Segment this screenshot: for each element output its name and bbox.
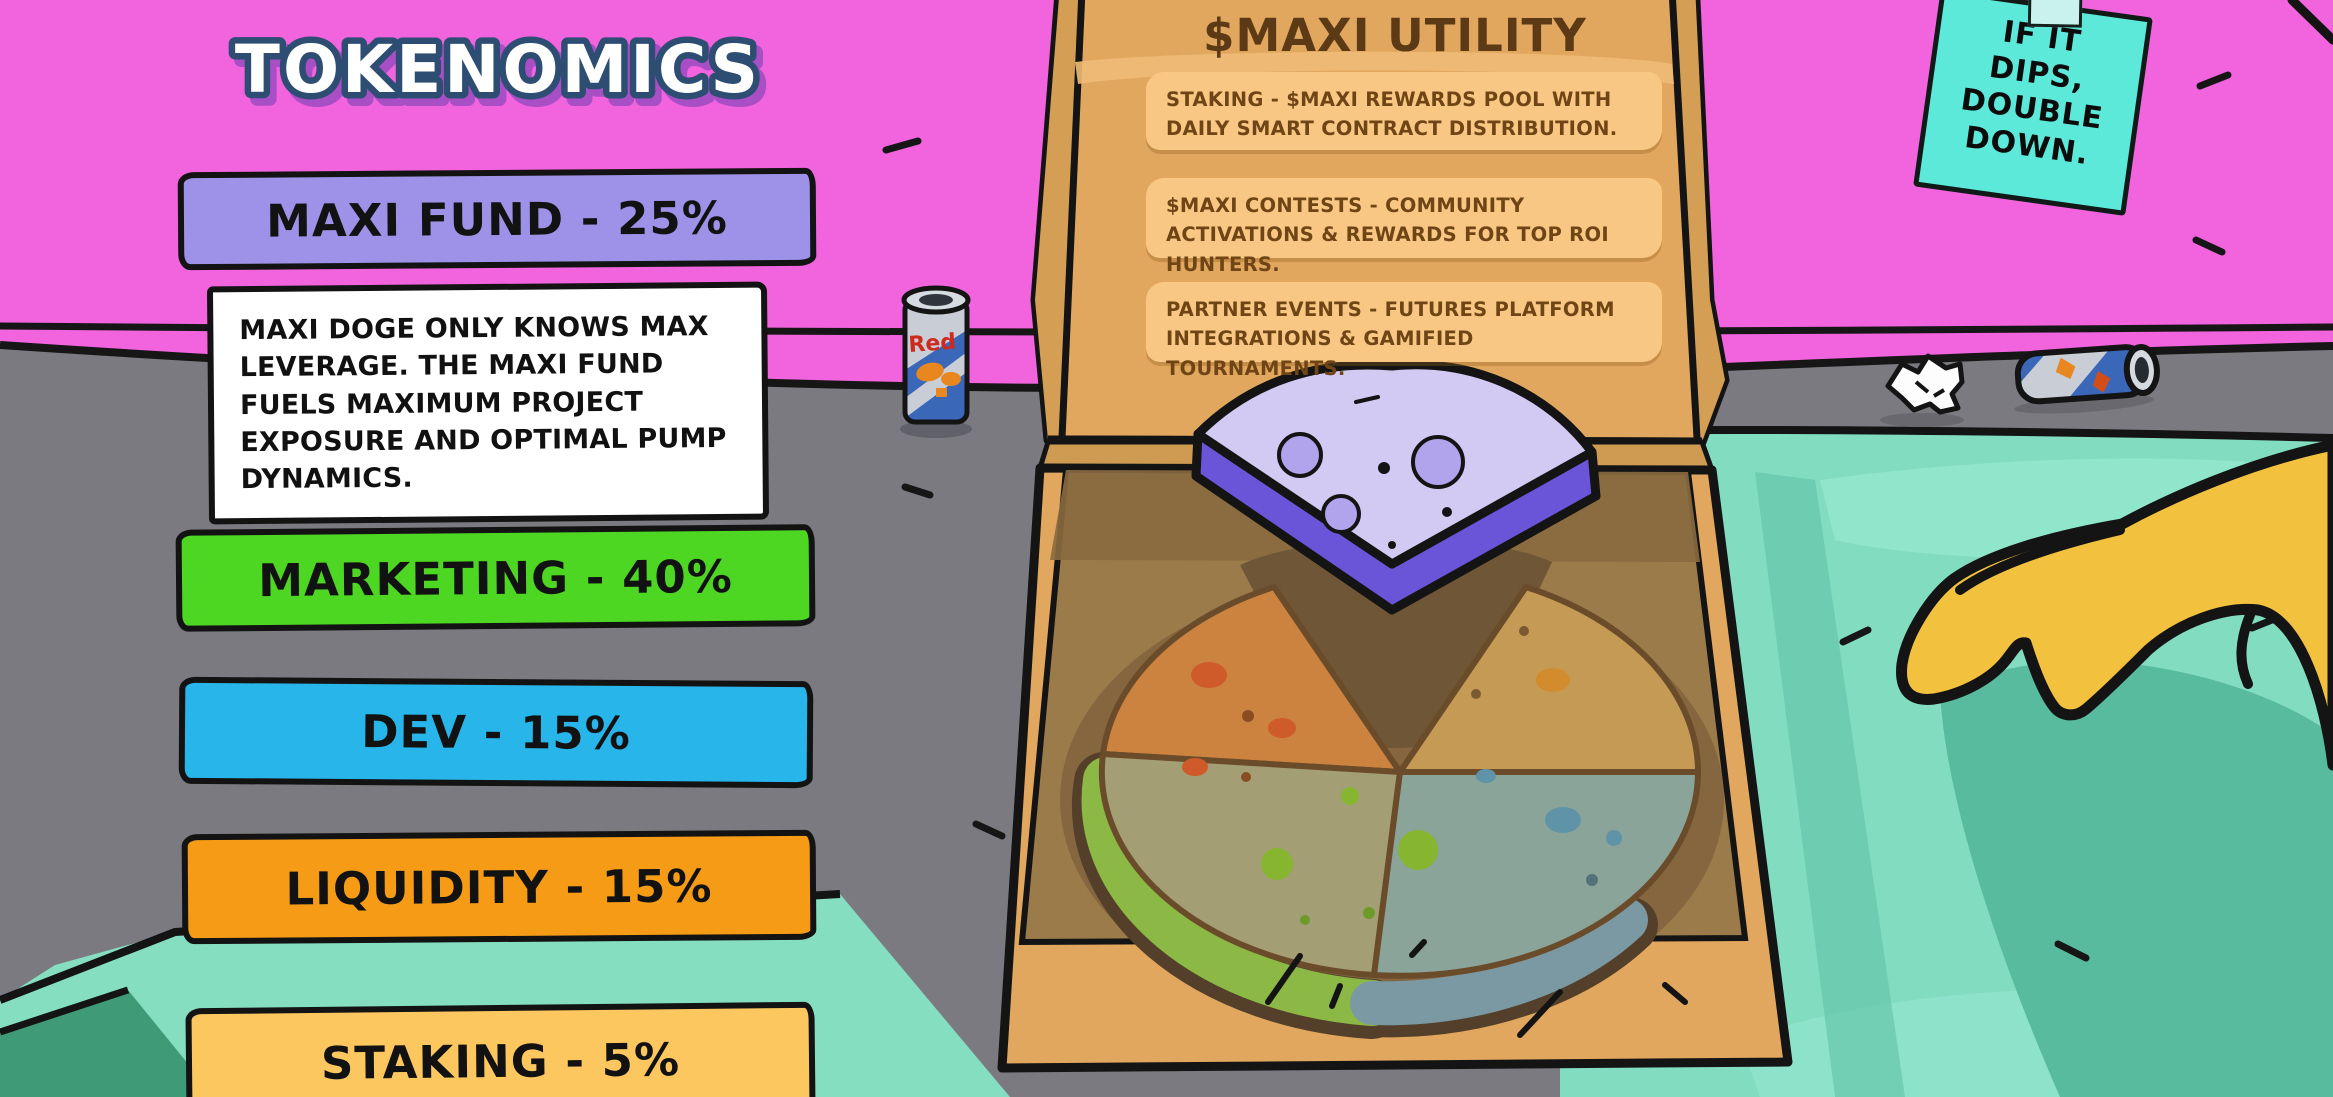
energy-can-standing: Red: [900, 285, 972, 438]
utility-item-staking: STAKING - $MAXI REWARDS POOL WITH DAILY …: [1146, 72, 1662, 150]
pizza-toppings: [1182, 626, 1622, 925]
pizza-slice-khaki: [1098, 751, 1403, 978]
energy-can-lying: [2014, 344, 2160, 414]
maxi-fund-description: MAXI DOGE ONLY KNOWS MAX LEVERAGE. THE M…: [206, 281, 770, 525]
tokenomics-title-art: TOKENOMICS TOKENOMICS: [228, 25, 771, 123]
allocation-maxi-fund: MAXI FUND - 25%: [177, 167, 817, 271]
lid-left-flap: [1035, 0, 1082, 440]
svg-text:Red: Red: [908, 330, 957, 358]
paper-shadow: [1880, 413, 1964, 427]
crust-teal: [1350, 898, 1648, 1026]
lid-highlight: [1075, 51, 1674, 84]
slice-dot: [1378, 462, 1390, 474]
box-shadow-on-table: [1755, 472, 1905, 1097]
allocation-staking: STAKING - 5%: [185, 1001, 816, 1097]
sticky-note: IF IT DIPS, DOUBLE DOWN.: [1913, 0, 2153, 216]
lifted-pizza-slice: [1191, 360, 1601, 615]
allocation-marketing: MARKETING - 40%: [175, 524, 816, 632]
hand-shadow: [1940, 661, 2333, 1097]
lifted-slice-toppings: [1277, 432, 1465, 534]
sticky-note-text: IF IT DIPS, DOUBLE DOWN.: [1958, 14, 2106, 172]
utility-item-contests: $MAXI CONTESTS - COMMUNITY ACTIVATIONS &…: [1146, 178, 1662, 276]
paper-creases: [1914, 380, 1946, 398]
lid-crease-right: [1669, 0, 1701, 439]
comic-dashes: [882, 71, 2286, 962]
lid-right-flap: [1672, 0, 1725, 442]
allocation-dev: DEV - 15%: [178, 676, 814, 789]
slice-dash: [1354, 395, 1380, 404]
pizza-slice-teal: [1371, 769, 1701, 979]
page-title: TOKENOMICS: [235, 31, 761, 108]
table-front-edge-line: [0, 986, 130, 1036]
utility-board-title: $MAXI UTILITY: [1203, 8, 1587, 62]
tape: [2027, 0, 2083, 28]
lifted-slice-top: [1193, 360, 1597, 569]
finger-line: [1955, 525, 2125, 595]
slice-dot: [1388, 541, 1396, 549]
page-title-shadow: TOKENOMICS: [241, 38, 767, 115]
allocation-liquidity: LIQUIDITY - 15%: [181, 829, 817, 945]
slice-dot: [1442, 507, 1452, 517]
crumpled-paper: [1885, 353, 1965, 415]
corner-line: [2287, 0, 2333, 45]
utility-item-partner-events: PARTNER EVENTS - FUTURES PLATFORM INTEGR…: [1146, 282, 1662, 380]
box-scratches: [1265, 939, 1688, 1038]
crust-green: [1081, 757, 1395, 1026]
thumb-line: [2236, 610, 2255, 689]
cartoon-hand: [1896, 439, 2333, 771]
pizza-slice-orange: [1100, 584, 1403, 775]
